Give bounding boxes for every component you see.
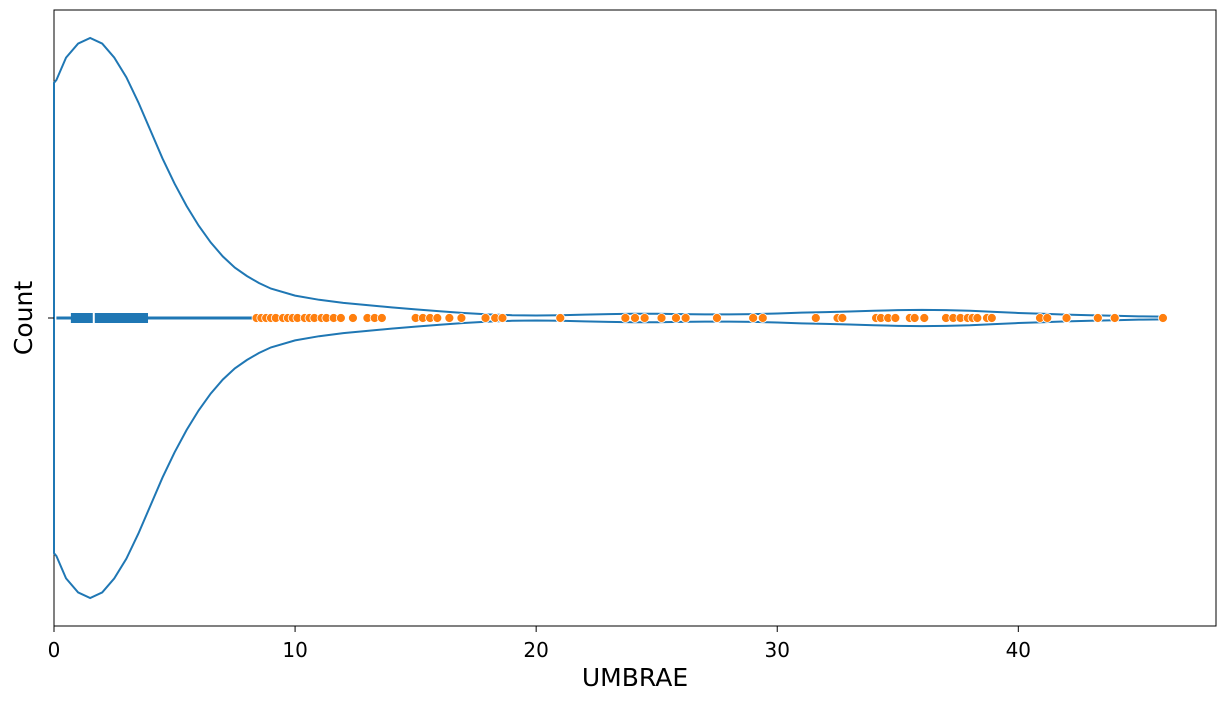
outlier-point bbox=[620, 313, 631, 323]
x-tick-label: 10 bbox=[282, 638, 307, 662]
outlier-points bbox=[251, 313, 1168, 323]
box-layer bbox=[56, 313, 257, 323]
outlier-point bbox=[680, 313, 691, 323]
outlier-point bbox=[671, 313, 681, 323]
outlier-point bbox=[810, 313, 821, 323]
outlier-point bbox=[890, 313, 901, 323]
outlier-point bbox=[1042, 313, 1053, 323]
x-tick-label: 0 bbox=[48, 638, 61, 662]
x-tick-label: 20 bbox=[523, 638, 548, 662]
outlier-point bbox=[444, 313, 455, 323]
outlier-point bbox=[555, 313, 566, 323]
outlier-point bbox=[986, 313, 997, 323]
outlier-point bbox=[1109, 313, 1120, 323]
outlier-point bbox=[639, 313, 650, 323]
outlier-point bbox=[376, 313, 387, 323]
outlier-point bbox=[456, 313, 467, 323]
outlier-point bbox=[432, 313, 443, 323]
x-tick-label: 40 bbox=[1006, 638, 1031, 662]
outlier-point bbox=[656, 313, 667, 323]
outlier-point bbox=[757, 313, 768, 323]
outlier-point bbox=[630, 313, 640, 323]
outlier-point bbox=[335, 313, 346, 323]
iqr-box bbox=[70, 313, 149, 323]
outlier-point bbox=[712, 313, 722, 323]
outlier-point bbox=[748, 313, 759, 323]
outlier-point bbox=[1092, 313, 1103, 323]
x-tick-label: 30 bbox=[765, 638, 790, 662]
y-axis-title: Count bbox=[9, 281, 38, 355]
outlier-point bbox=[919, 313, 930, 323]
outlier-point bbox=[972, 313, 983, 323]
outlier-point bbox=[348, 313, 358, 323]
outlier-point bbox=[1158, 313, 1168, 323]
x-axis-title: UMBRAE bbox=[582, 663, 688, 692]
outlier-point bbox=[1061, 313, 1072, 323]
outlier-point bbox=[837, 313, 848, 323]
outlier-point bbox=[497, 313, 508, 323]
outlier-point bbox=[909, 313, 920, 323]
x-axis: 0 10 20 30 40 bbox=[48, 626, 1031, 662]
outlier-point bbox=[480, 313, 491, 323]
